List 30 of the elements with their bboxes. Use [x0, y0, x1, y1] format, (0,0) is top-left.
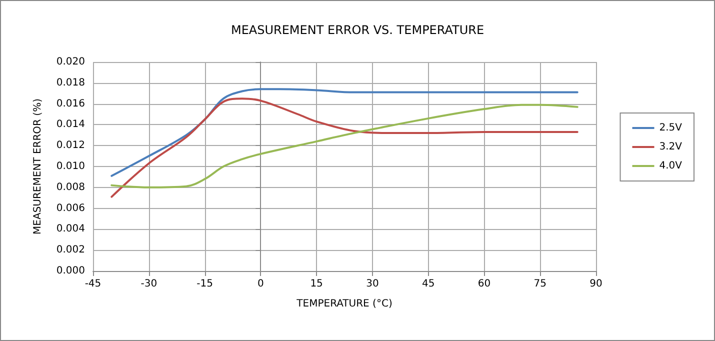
chart-title: MEASUREMENT ERROR VS. TEMPERATURE — [230, 23, 484, 37]
line-series — [110, 98, 578, 198]
legend-label: 4.0V — [659, 160, 682, 172]
line-series — [110, 104, 578, 188]
y-tick-label: 0.006 — [56, 202, 85, 214]
legend-label: 2.5V — [659, 122, 682, 134]
x-tick-label: -15 — [196, 278, 213, 290]
x-tick-label: 0 — [257, 278, 264, 290]
y-tick-label: 0.004 — [56, 224, 85, 235]
line-series — [110, 88, 578, 177]
x-tick-label: 75 — [534, 278, 546, 290]
x-tick-label: 15 — [310, 278, 323, 290]
x-tick-label: -30 — [140, 278, 158, 290]
y-tick-label: 0.018 — [56, 77, 85, 88]
x-tick-label: -45 — [84, 278, 102, 290]
y-tick-label: 0.000 — [56, 266, 85, 276]
y-tick-label: 0.010 — [56, 161, 85, 172]
y-tick-label: 0.016 — [56, 98, 85, 110]
y-tick-label: 0.002 — [56, 244, 85, 256]
legend-label: 3.2V — [659, 142, 682, 152]
x-tick-label: 90 — [590, 278, 602, 290]
y-tick-label: 0.012 — [56, 140, 85, 152]
y-tick-label: 0.008 — [56, 182, 85, 193]
x-axis-title: TEMPERATURE (°C) — [296, 298, 392, 310]
x-tick-label: 60 — [478, 278, 491, 290]
y-tick-label: 0.014 — [56, 119, 85, 130]
y-axis-title: MEASUREMENT ERROR (%) — [32, 98, 44, 234]
x-tick-label: 45 — [422, 278, 435, 290]
y-tick-label: 0.020 — [56, 56, 85, 68]
x-tick-label: 30 — [366, 278, 379, 290]
